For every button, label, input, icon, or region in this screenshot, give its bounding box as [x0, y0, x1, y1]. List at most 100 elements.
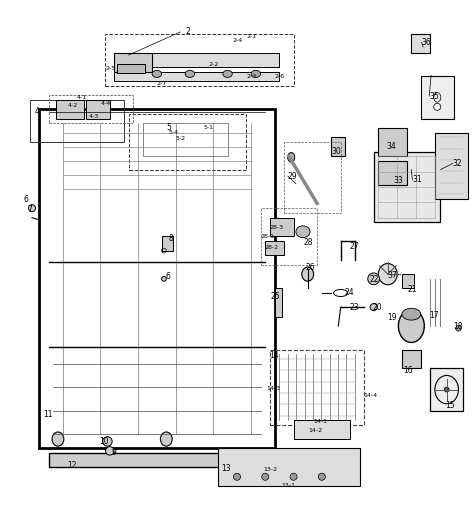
Bar — [270, 217, 293, 237]
Text: 2-2: 2-2 — [209, 62, 219, 67]
Text: 22: 22 — [370, 275, 379, 284]
Text: 25: 25 — [271, 292, 281, 301]
Text: 24: 24 — [345, 288, 354, 296]
Bar — [374, 152, 439, 223]
Text: 12: 12 — [67, 461, 77, 470]
Text: 37: 37 — [388, 270, 398, 280]
Text: 16: 16 — [403, 366, 412, 375]
Text: 19: 19 — [387, 313, 396, 322]
Text: 32: 32 — [453, 159, 463, 168]
Text: 30: 30 — [331, 147, 341, 156]
Text: 9: 9 — [112, 448, 117, 457]
Ellipse shape — [368, 273, 380, 285]
Text: 14: 14 — [269, 350, 279, 360]
Text: 4: 4 — [35, 107, 39, 116]
Bar — [284, 142, 341, 213]
Bar — [48, 95, 133, 123]
Ellipse shape — [152, 70, 162, 77]
Bar — [331, 137, 346, 157]
Text: 2-7: 2-7 — [157, 81, 167, 86]
Bar — [117, 64, 145, 73]
Bar — [435, 133, 468, 199]
Text: 2-1: 2-1 — [246, 34, 256, 38]
Text: 35: 35 — [429, 92, 439, 100]
Bar — [55, 100, 84, 119]
Text: 7: 7 — [27, 205, 32, 214]
Bar — [105, 34, 293, 86]
Bar — [115, 53, 279, 67]
Ellipse shape — [402, 308, 421, 320]
Text: 10: 10 — [99, 437, 109, 446]
Ellipse shape — [223, 70, 232, 77]
Bar — [115, 72, 279, 81]
Ellipse shape — [288, 152, 295, 162]
Bar — [293, 420, 350, 439]
Bar — [378, 161, 407, 185]
Bar — [218, 448, 359, 486]
Ellipse shape — [456, 326, 461, 331]
Text: 2-4: 2-4 — [232, 38, 243, 43]
Ellipse shape — [185, 70, 195, 77]
Text: 17: 17 — [429, 311, 439, 320]
Ellipse shape — [251, 70, 261, 77]
Text: 31: 31 — [412, 175, 422, 185]
Text: 14-1: 14-1 — [313, 419, 328, 424]
Text: 5: 5 — [166, 123, 171, 132]
Text: 29: 29 — [288, 172, 298, 180]
Text: 5-2: 5-2 — [176, 136, 186, 141]
Text: 8: 8 — [169, 235, 173, 243]
Text: 27: 27 — [349, 242, 359, 251]
Text: 6: 6 — [23, 195, 28, 204]
Text: 2: 2 — [185, 28, 190, 36]
Bar — [39, 109, 275, 448]
Ellipse shape — [444, 387, 449, 392]
Ellipse shape — [318, 473, 325, 480]
Bar — [378, 128, 407, 157]
Ellipse shape — [398, 309, 424, 343]
Ellipse shape — [302, 267, 314, 281]
Text: 14-2: 14-2 — [309, 428, 323, 433]
Bar — [430, 368, 463, 411]
Text: 4-2: 4-2 — [67, 103, 78, 108]
Bar — [411, 34, 430, 53]
Text: 28-3: 28-3 — [269, 226, 283, 230]
Bar — [30, 100, 124, 142]
Text: 14-3: 14-3 — [266, 386, 280, 391]
Text: 6: 6 — [165, 271, 170, 280]
Text: 4-4: 4-4 — [100, 101, 110, 106]
Text: 2-3: 2-3 — [246, 74, 257, 79]
Bar — [128, 114, 246, 171]
Ellipse shape — [262, 473, 269, 480]
Ellipse shape — [296, 226, 310, 238]
Text: 28-2: 28-2 — [264, 245, 278, 250]
Bar — [162, 237, 173, 251]
Text: 34: 34 — [387, 142, 397, 151]
Bar — [143, 123, 228, 157]
Ellipse shape — [28, 205, 36, 212]
Text: 13: 13 — [221, 464, 231, 473]
Text: 4-1: 4-1 — [77, 95, 87, 100]
Text: 2-5: 2-5 — [105, 66, 115, 71]
Text: 21: 21 — [408, 285, 417, 294]
Text: 18: 18 — [453, 322, 462, 331]
Text: 28: 28 — [304, 238, 313, 246]
Ellipse shape — [378, 264, 397, 285]
Ellipse shape — [103, 437, 112, 446]
Ellipse shape — [162, 277, 166, 281]
Text: 33: 33 — [393, 176, 403, 185]
Text: 5-1: 5-1 — [204, 125, 214, 129]
Bar — [115, 53, 152, 72]
Bar — [275, 288, 282, 317]
Text: 13-2: 13-2 — [263, 467, 277, 472]
Text: 26: 26 — [305, 263, 315, 272]
Ellipse shape — [52, 432, 64, 446]
Text: 13-1: 13-1 — [282, 483, 296, 488]
Text: 23: 23 — [349, 303, 359, 311]
Bar — [48, 453, 270, 467]
Text: 14-4: 14-4 — [363, 393, 377, 398]
Ellipse shape — [234, 473, 240, 480]
Bar — [86, 100, 110, 119]
Bar — [421, 76, 454, 119]
Bar — [402, 274, 414, 288]
Bar — [265, 241, 284, 255]
